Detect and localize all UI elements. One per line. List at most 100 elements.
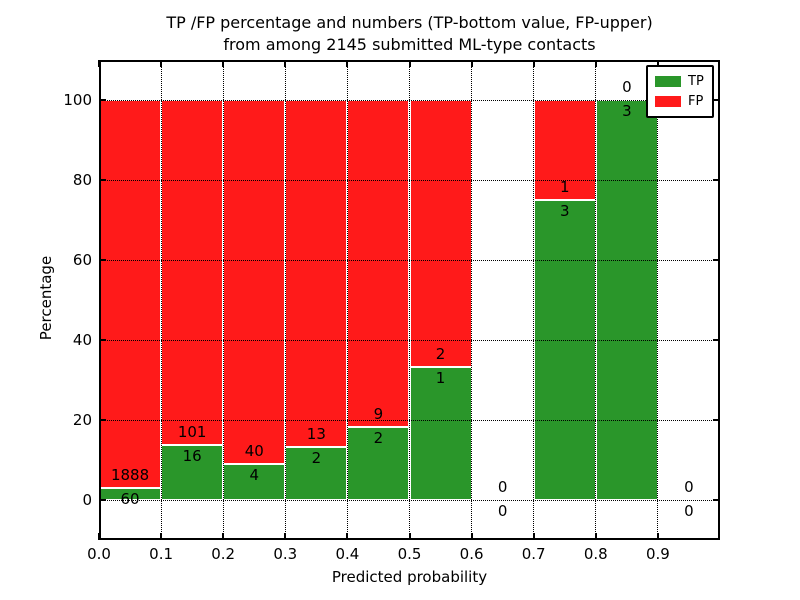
grid-line-x-0.6 <box>471 60 473 540</box>
bar-fp-bin-0.7 <box>533 100 596 200</box>
bar-label-fp-bin-0.7: 1 <box>559 178 570 196</box>
tick-mark-top-0.6 <box>470 60 473 67</box>
bar-fp-bin-0.1 <box>161 100 224 446</box>
bar-label-fp-bin-0.1: 101 <box>177 423 207 442</box>
x-tick-label-0.8: 0.8 <box>583 545 608 563</box>
x-tick-label-0.3: 0.3 <box>273 545 298 563</box>
grid-line-x-0.4 <box>346 60 348 540</box>
tick-mark-left-20 <box>99 419 106 421</box>
bar-tp-bin-0.1 <box>161 445 224 500</box>
legend-label-fp: FP <box>688 94 704 109</box>
tick-mark-right-60 <box>713 259 720 261</box>
x-tick-label-0.9: 0.9 <box>645 545 670 563</box>
bar-fp-bin-0.4 <box>347 100 410 428</box>
legend-label-tp: TP <box>688 74 704 89</box>
x-tick-label-0.5: 0.5 <box>397 545 422 563</box>
bar-label-fp-bin-0.5: 2 <box>435 344 446 363</box>
x-tick-label-0.2: 0.2 <box>211 545 236 563</box>
tick-mark-left-0 <box>99 499 106 501</box>
bar-label-tp-bin-0.9: 0 <box>684 502 694 520</box>
bar-label-tp-bin-0.0: 60 <box>120 489 140 508</box>
grid-line-y-60 <box>99 259 720 261</box>
tick-mark-bottom-0.3 <box>284 533 287 540</box>
bar-label-tp-bin-0.6: 0 <box>497 502 508 520</box>
bar-label-tp-bin-0.8: 3 <box>622 102 632 120</box>
tick-mark-bottom-0.4 <box>346 533 349 540</box>
grid-line-x-0.8 <box>595 60 597 540</box>
grid-line-x-0.1 <box>160 60 162 540</box>
tick-mark-bottom-0.6 <box>470 533 473 540</box>
bar-label-fp-bin-0.9: 0 <box>684 478 694 496</box>
bar-tp-bin-0.2 <box>223 463 286 500</box>
bar-label-tp-bin-0.3: 2 <box>311 448 322 467</box>
bar-fp-bin-0.0 <box>99 100 162 488</box>
legend-item-fp: FP <box>655 93 705 110</box>
grid-line-x-0.2 <box>222 60 224 540</box>
chart-title-line1: TP /FP percentage and numbers (TP-bottom… <box>166 13 653 32</box>
tick-mark-top-0.8 <box>594 60 597 67</box>
bar-tp-bin-0.4 <box>347 427 410 500</box>
bar-tp-bin-0.7 <box>533 200 596 500</box>
tick-mark-left-100 <box>99 99 106 101</box>
legend-swatch-fp <box>655 96 681 107</box>
grid-line-y-40 <box>99 339 720 341</box>
bar-label-tp-bin-0.1: 16 <box>182 447 202 466</box>
tick-mark-top-0.3 <box>284 60 287 67</box>
bar-label-tp-bin-0.4: 2 <box>373 429 384 448</box>
y-tick-label-100: 100 <box>63 91 92 109</box>
tick-mark-right-20 <box>713 419 720 421</box>
y-tick-label-60: 60 <box>72 251 92 269</box>
grid-line-x-0.5 <box>409 60 410 540</box>
y-tick-label-0: 0 <box>82 491 92 509</box>
tick-mark-top-0.1 <box>160 60 163 67</box>
grid-line-x-0.7 <box>533 60 535 540</box>
tick-mark-top-0.4 <box>346 60 349 67</box>
x-tick-label-0.1: 0.1 <box>149 545 174 563</box>
legend-item-tp: TP <box>655 73 705 90</box>
bar-label-fp-bin-0.2: 40 <box>244 441 264 460</box>
grid-line-y-0 <box>99 499 720 501</box>
y-tick-label-40: 40 <box>72 331 92 349</box>
legend-swatch-tp <box>655 76 681 87</box>
grid-line-y-20 <box>99 419 720 421</box>
tick-mark-bottom-0.5 <box>408 533 411 540</box>
bar-tp-bin-0.5 <box>409 366 472 500</box>
x-tick-label-0.6: 0.6 <box>459 545 484 563</box>
bar-label-fp-bin-0.3: 13 <box>306 424 326 443</box>
tick-mark-left-40 <box>99 339 106 341</box>
tick-mark-top-0.7 <box>532 60 535 67</box>
bar-fp-bin-0.5 <box>409 100 472 367</box>
plot-area: TP FP 1888 60 101 16 40 4 13 2 9 2 2 1 0 0 1 3 0 3 0 0 <box>98 60 720 540</box>
tick-mark-bottom-0.8 <box>594 533 597 540</box>
grid-line-x-0.3 <box>284 60 286 540</box>
x-axis-label: Predicted probability <box>331 568 488 586</box>
tick-mark-bottom-0.7 <box>532 533 535 540</box>
chart-title-line2: from among 2145 submitted ML-type contac… <box>223 35 596 54</box>
y-tick-label-80: 80 <box>72 171 92 189</box>
legend: TP FP <box>646 65 714 118</box>
tick-mark-top-0.5 <box>408 60 411 67</box>
tick-mark-bottom-0.2 <box>222 533 225 540</box>
tick-mark-right-100 <box>713 99 720 101</box>
x-tick-label-0.0: 0.0 <box>87 545 111 563</box>
bar-label-tp-bin-0.2: 4 <box>249 465 260 484</box>
bar-label-fp-bin-0.8: 0 <box>622 78 632 96</box>
bar-label-fp-bin-0.0: 1888 <box>110 465 150 484</box>
y-tick-label-20: 20 <box>72 411 92 429</box>
x-tick-label-0.7: 0.7 <box>521 545 546 563</box>
tick-mark-top-0.9 <box>656 60 659 67</box>
tick-mark-left-80 <box>99 179 106 181</box>
bar-label-fp-bin-0.4: 9 <box>373 405 384 424</box>
bar-label-tp-bin-0.5: 1 <box>435 368 446 387</box>
tick-mark-top-0.2 <box>222 60 225 67</box>
tick-mark-bottom-0.9 <box>656 533 659 540</box>
tick-mark-left-60 <box>99 259 106 261</box>
bar-fp-bin-0.3 <box>285 100 348 447</box>
bar-label-fp-bin-0.6: 0 <box>497 478 508 496</box>
grid-line-y-80 <box>99 179 720 181</box>
tick-mark-top-0.0 <box>98 60 100 67</box>
bar-tp-bin-0.3 <box>285 446 348 500</box>
tick-mark-bottom-0.1 <box>160 533 163 540</box>
grid-line-x-0.9 <box>657 60 659 540</box>
